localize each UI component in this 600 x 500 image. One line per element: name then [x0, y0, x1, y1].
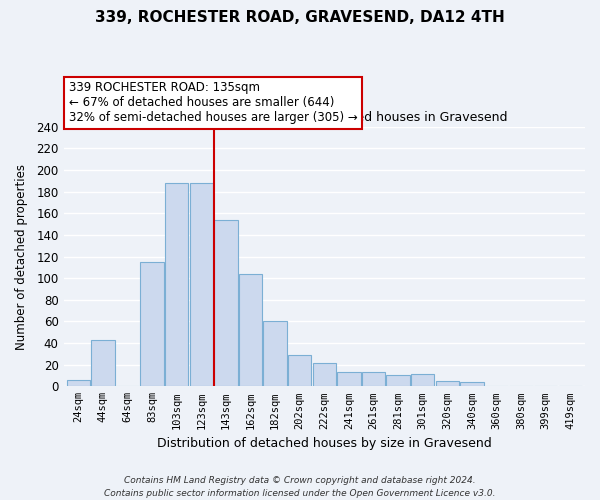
Bar: [140, 262, 164, 386]
Bar: [190, 183, 213, 386]
Text: 339, ROCHESTER ROAD, GRAVESEND, DA12 4TH: 339, ROCHESTER ROAD, GRAVESEND, DA12 4TH: [95, 10, 505, 25]
Bar: [362, 372, 385, 386]
X-axis label: Distribution of detached houses by size in Gravesend: Distribution of detached houses by size …: [157, 437, 491, 450]
Bar: [436, 381, 459, 386]
Bar: [214, 220, 238, 386]
Bar: [263, 322, 287, 386]
Text: Contains HM Land Registry data © Crown copyright and database right 2024.
Contai: Contains HM Land Registry data © Crown c…: [104, 476, 496, 498]
Bar: [460, 382, 484, 386]
Bar: [313, 362, 336, 386]
Bar: [288, 355, 311, 386]
Bar: [337, 372, 361, 386]
Y-axis label: Number of detached properties: Number of detached properties: [15, 164, 28, 350]
Bar: [67, 380, 90, 386]
Title: Size of property relative to detached houses in Gravesend: Size of property relative to detached ho…: [142, 112, 507, 124]
Bar: [386, 376, 410, 386]
Bar: [411, 374, 434, 386]
Bar: [165, 183, 188, 386]
Bar: [239, 274, 262, 386]
Text: 339 ROCHESTER ROAD: 135sqm
← 67% of detached houses are smaller (644)
32% of sem: 339 ROCHESTER ROAD: 135sqm ← 67% of deta…: [69, 82, 358, 124]
Bar: [91, 340, 115, 386]
